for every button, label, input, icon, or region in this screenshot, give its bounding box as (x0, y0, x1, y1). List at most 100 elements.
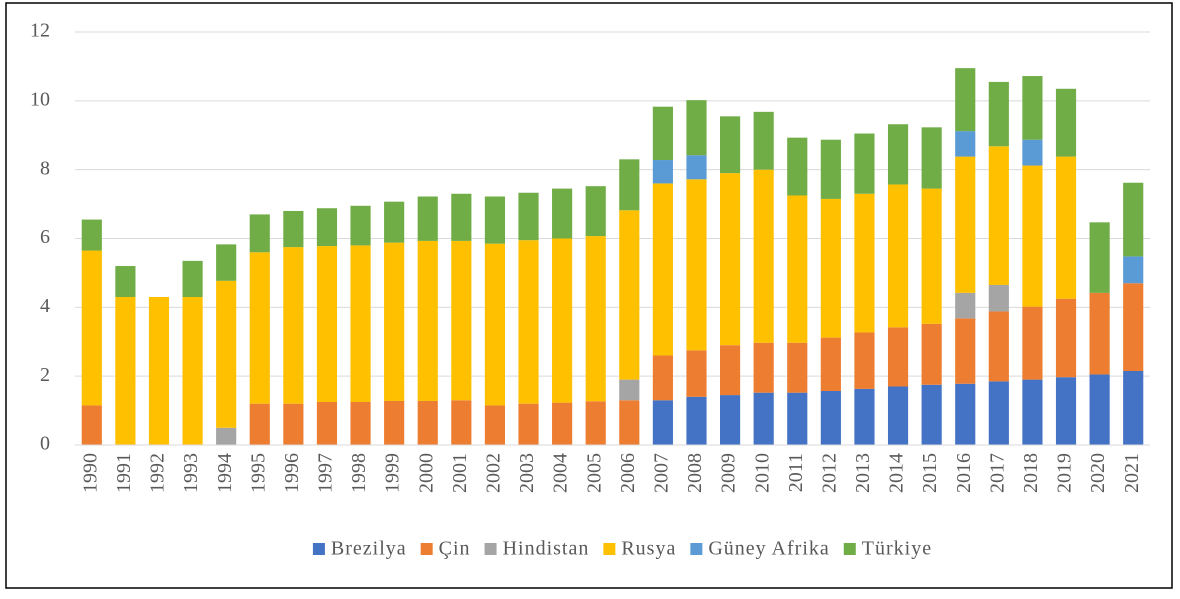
bar-segment (854, 388, 875, 445)
bar-segment (350, 401, 371, 445)
bar-segment (81, 219, 102, 251)
bar-segment (820, 390, 841, 445)
x-tick-label: 2017 (986, 453, 1008, 493)
x-tick-label: 2011 (785, 453, 807, 492)
bar-segment (720, 116, 741, 174)
bar-segment (921, 188, 942, 324)
bar-segment (988, 146, 1009, 285)
x-tick-label: 1996 (281, 453, 303, 493)
bar-segment (1055, 377, 1077, 445)
y-tick-label: 10 (30, 88, 50, 110)
x-tick-label: 2018 (1020, 453, 1042, 493)
x-tick-label: 2001 (449, 453, 471, 493)
bar-segment (417, 400, 438, 445)
bar-segment (350, 205, 371, 246)
bar-segment (854, 193, 875, 333)
y-tick-label: 6 (40, 226, 50, 248)
x-tick-label: 2003 (516, 453, 538, 493)
bar-segment (652, 355, 673, 401)
legend-label: Rusya (621, 538, 676, 560)
x-tick-label: 2009 (718, 453, 740, 493)
bar-segment (787, 195, 808, 343)
x-tick-label: 2012 (818, 453, 840, 493)
bar-segment (854, 133, 875, 194)
bar-segment (484, 243, 505, 406)
bar-segment (451, 240, 472, 401)
bar-segment (518, 192, 539, 241)
bar-segment (1055, 156, 1077, 299)
legend-label: Hindistan (503, 538, 590, 560)
bar-segment (1089, 222, 1110, 293)
bar-segment (1055, 298, 1077, 378)
bar-segment (686, 396, 707, 445)
bar-segment (115, 266, 136, 298)
x-tick-label: 2019 (1054, 453, 1076, 493)
bar-segment (955, 131, 976, 157)
bar-segment (484, 405, 505, 445)
bar-segment (955, 383, 976, 445)
bar-segment (451, 193, 472, 241)
bar-segment (1022, 139, 1043, 166)
bar-segment (417, 240, 438, 401)
legend-swatch (312, 543, 325, 555)
x-tick-label: 2015 (919, 453, 941, 493)
legend-label: Türkiye (862, 538, 932, 560)
x-tick-label: 1995 (247, 453, 269, 493)
bar-segment (686, 100, 707, 156)
bar-segment (384, 400, 405, 445)
bar-segment (921, 384, 942, 445)
bar-segment (81, 405, 102, 445)
bar-segment (316, 401, 338, 445)
bar-segment (619, 379, 640, 401)
bar-segment (787, 342, 808, 393)
bar-segment (652, 183, 673, 356)
bar-segment (552, 402, 573, 445)
x-tick-label: 1992 (147, 453, 169, 493)
bar-segment (249, 252, 270, 404)
bar-segment (585, 186, 606, 237)
bar-segment (518, 240, 539, 404)
x-tick-label: 2014 (886, 453, 908, 493)
legend-swatch (843, 543, 856, 555)
legend-label: Çin (439, 538, 471, 560)
x-tick-label: 2013 (852, 453, 874, 493)
x-tick-label: 2021 (1121, 453, 1143, 493)
x-tick-label: 2008 (684, 453, 706, 493)
x-tick-label: 1998 (348, 453, 370, 493)
bar-segment (955, 292, 976, 319)
bar-segment (787, 392, 808, 445)
legend-label: Brezilya (331, 538, 407, 560)
bar-segment (283, 247, 304, 404)
bar-segment (887, 184, 909, 328)
bar-segment (720, 173, 741, 346)
bar-segment (686, 350, 707, 397)
bar-segment (619, 400, 640, 445)
bar-segment (753, 342, 774, 393)
x-tick-label: 2007 (650, 453, 672, 493)
bar-segment (417, 196, 438, 241)
bar-segment (1022, 76, 1043, 140)
bar-segment (720, 345, 741, 396)
bar-segment (1022, 306, 1043, 380)
bar-segment (585, 236, 606, 402)
x-tick-label: 1991 (113, 453, 135, 493)
bar-segment (988, 284, 1009, 312)
bar-segment (484, 196, 505, 244)
bar-segment (753, 111, 774, 170)
bar-segment (652, 160, 673, 184)
legend-swatch (690, 543, 703, 555)
bar-segment (1055, 88, 1077, 157)
bar-segment (887, 327, 909, 387)
y-tick-label: 8 (40, 157, 50, 179)
x-tick-label: 2000 (415, 453, 437, 493)
bar-segment (988, 81, 1009, 147)
bar-segment (820, 198, 841, 338)
bar-segment (988, 311, 1009, 382)
bar-segment (820, 139, 841, 199)
bar-segment (652, 400, 673, 445)
bar-segment (552, 188, 573, 239)
x-tick-label: 1997 (315, 453, 337, 493)
bar-segment (182, 297, 203, 445)
bar-segment (350, 245, 371, 402)
